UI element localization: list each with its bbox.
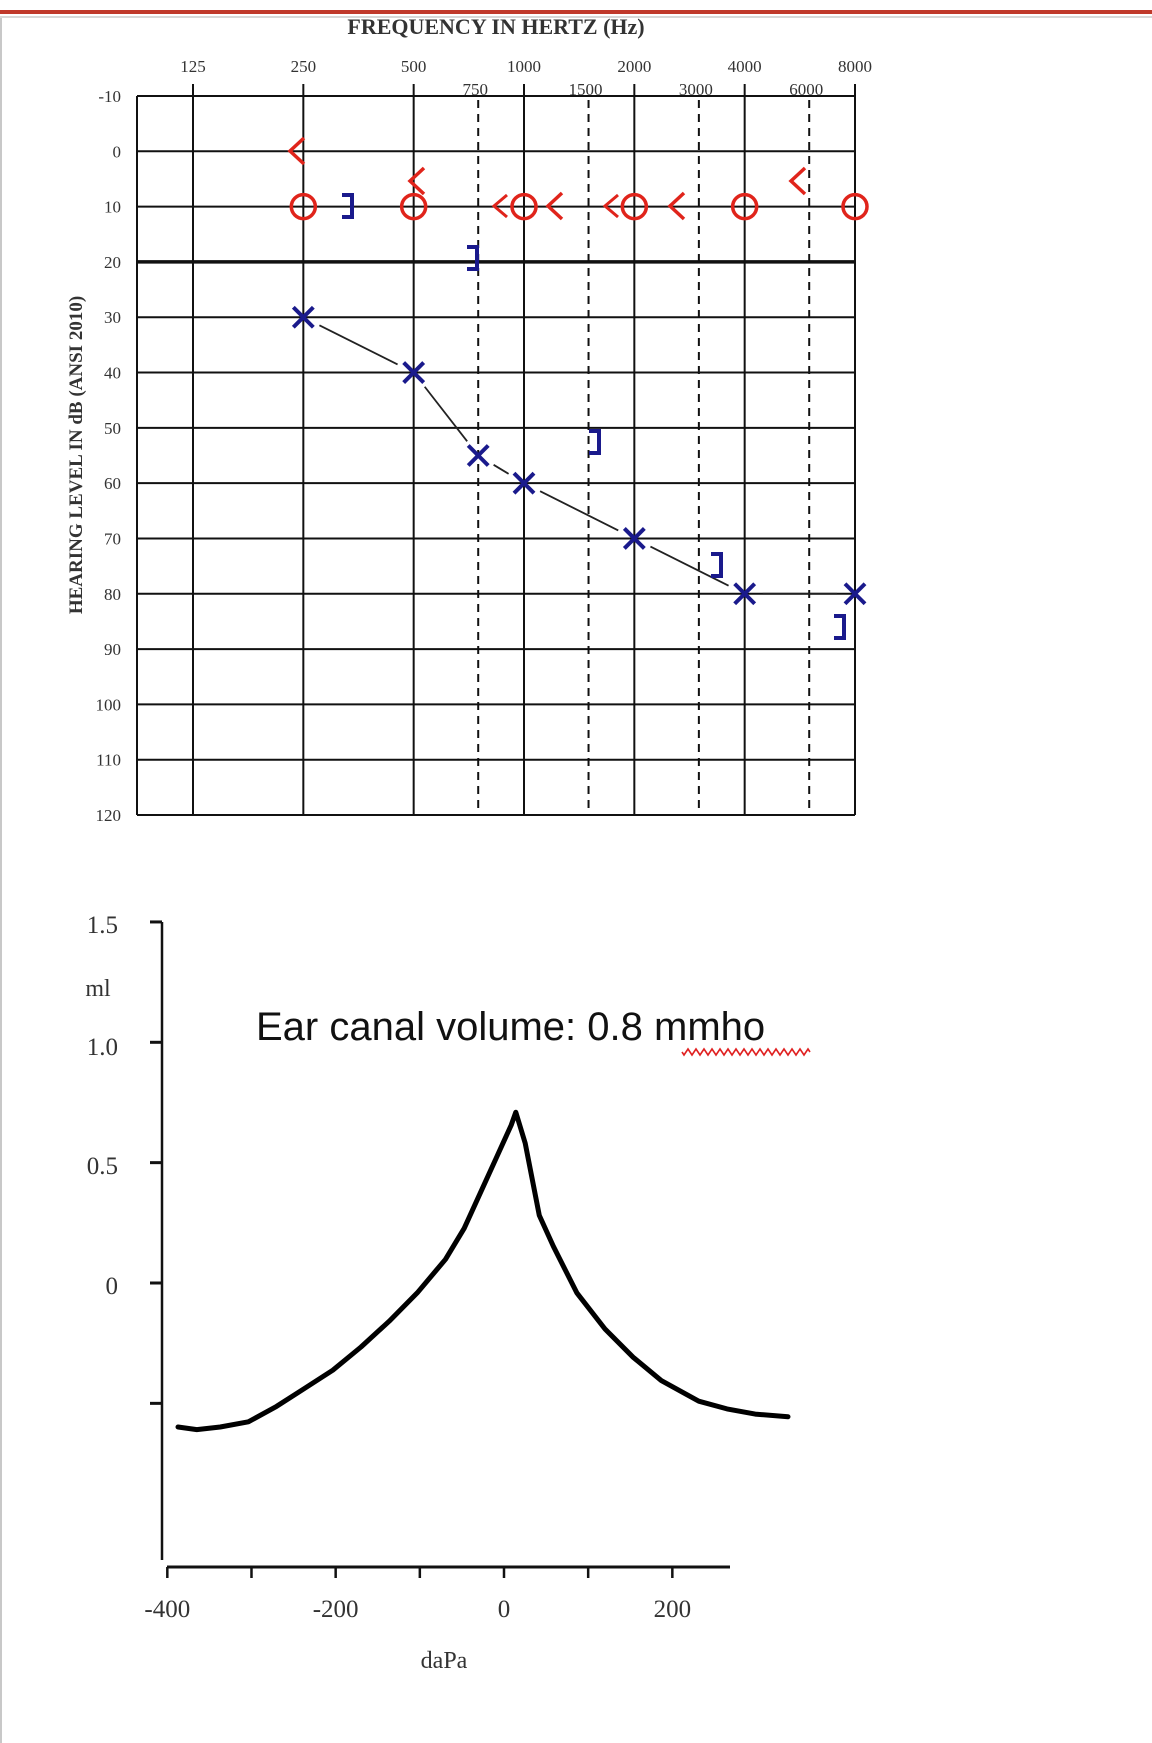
db-label-40: 40 [104, 364, 121, 383]
freq-label-125: 125 [180, 57, 206, 76]
left-ear-bracket-icon [834, 614, 846, 640]
db-label-30: 30 [104, 308, 121, 327]
right-ear-circle-icon [730, 192, 759, 221]
audiogram-chart: FREQUENCY IN HERTZ (Hz) HEARING LEVEL IN… [66, 14, 872, 825]
left-ear-connector [539, 490, 619, 532]
window-top-border [0, 0, 1152, 18]
x-label--200: -200 [313, 1596, 359, 1623]
frequency-axis-labels: 125 250 500 1000 2000 4000 8000 750 1500 3000 6000 [180, 57, 872, 99]
hearing-level-axis-labels: -10 0 10 20 30 40 50 60 70 80 90 100 110 120 [96, 87, 122, 825]
left-ear-connector [319, 324, 398, 366]
left-ear-x-icon [512, 471, 536, 495]
right-ear-circle-icon [620, 192, 649, 221]
right-ear-circle-icon [289, 192, 318, 221]
audiogram-symbols [287, 136, 869, 640]
left-ear-bracket-icon [467, 245, 479, 271]
accent-bar [0, 10, 1152, 14]
spellcheck-underline [681, 1047, 811, 1057]
title-underlined-word: mmho [654, 1005, 765, 1049]
right-ear-bone-less-than-icon [545, 191, 564, 221]
right-ear-circle-icon [841, 192, 869, 221]
db-label-80: 80 [104, 585, 121, 604]
left-ear-connector [650, 545, 729, 587]
left-ear-bracket-icon [711, 552, 723, 578]
right-ear-bone-less-than-icon [491, 193, 508, 219]
right-ear-bone-less-than-icon [407, 166, 426, 196]
audiogram-grid [136, 84, 856, 816]
freq-label-1500: 1500 [569, 80, 603, 99]
x-label-200: 200 [654, 1596, 692, 1623]
db-label-60: 60 [104, 474, 121, 493]
db-label-100: 100 [96, 695, 122, 714]
left-ear-x-icon [402, 361, 426, 384]
tympanogram-y-unit: ml [85, 976, 111, 1002]
x-label-0: 0 [498, 1596, 511, 1623]
left-border [0, 18, 2, 1743]
tympanogram-curve [175, 1109, 791, 1433]
freq-label-6000: 6000 [789, 80, 823, 99]
left-ear-x-icon [291, 305, 315, 329]
tympanogram-x-label: daPa [421, 1648, 468, 1674]
title-prefix: Ear canal volume: 0.8 [256, 1005, 654, 1049]
db-label-90: 90 [104, 640, 121, 659]
left-ear-bracket-icon [589, 429, 601, 455]
x-label--400: -400 [144, 1596, 190, 1623]
left-ear-connector [424, 386, 468, 442]
divider [0, 16, 1152, 18]
audiogram-title: FREQUENCY IN HERTZ (Hz) [347, 14, 644, 39]
y-label-1.0: 1.0 [87, 1034, 118, 1061]
db-label-20: 20 [104, 253, 121, 272]
db-label-10: 10 [104, 198, 121, 217]
y-label-0: 0 [106, 1273, 119, 1300]
right-ear-bone-less-than-icon [602, 193, 619, 219]
db-label--10: -10 [98, 87, 121, 106]
left-ear-x-icon [622, 527, 646, 550]
left-ear-connector [493, 464, 510, 475]
db-label-120: 120 [96, 806, 122, 825]
db-label-70: 70 [104, 529, 121, 548]
freq-label-8000: 8000 [838, 57, 872, 76]
right-ear-bone-less-than-icon [667, 191, 686, 221]
right-ear-circle-icon [399, 192, 428, 221]
freq-label-3000: 3000 [679, 80, 713, 99]
right-ear-bone-less-than-icon [788, 166, 807, 196]
freq-label-750: 750 [462, 80, 488, 99]
left-ear-x-icon [466, 444, 490, 467]
freq-label-250: 250 [291, 57, 317, 76]
db-label-50: 50 [104, 419, 121, 438]
db-label-0: 0 [113, 142, 122, 161]
right-ear-circle-icon [510, 192, 538, 221]
left-ear-x-icon [843, 582, 867, 606]
freq-label-2000: 2000 [617, 57, 651, 76]
left-ear-bracket-icon [342, 193, 354, 219]
tympanogram-axes [150, 920, 730, 1578]
freq-label-1000: 1000 [507, 57, 541, 76]
y-label-0.5: 0.5 [87, 1153, 118, 1180]
right-ear-bone-less-than-icon [287, 136, 306, 166]
ear-canal-volume-title: Ear canal volume: 0.8 mmho [256, 1005, 765, 1049]
left-ear-x-icon [733, 582, 757, 606]
audiogram-y-axis-label: HEARING LEVEL IN dB (ANSI 2010) [66, 296, 87, 614]
y-label-1.5: 1.5 [87, 912, 118, 939]
db-label-110: 110 [96, 751, 121, 770]
freq-label-4000: 4000 [728, 57, 762, 76]
tympanogram-axis-labels: 1.5 1.0 0.5 0 -400 -200 0 200 [87, 912, 691, 1623]
freq-label-500: 500 [401, 57, 427, 76]
